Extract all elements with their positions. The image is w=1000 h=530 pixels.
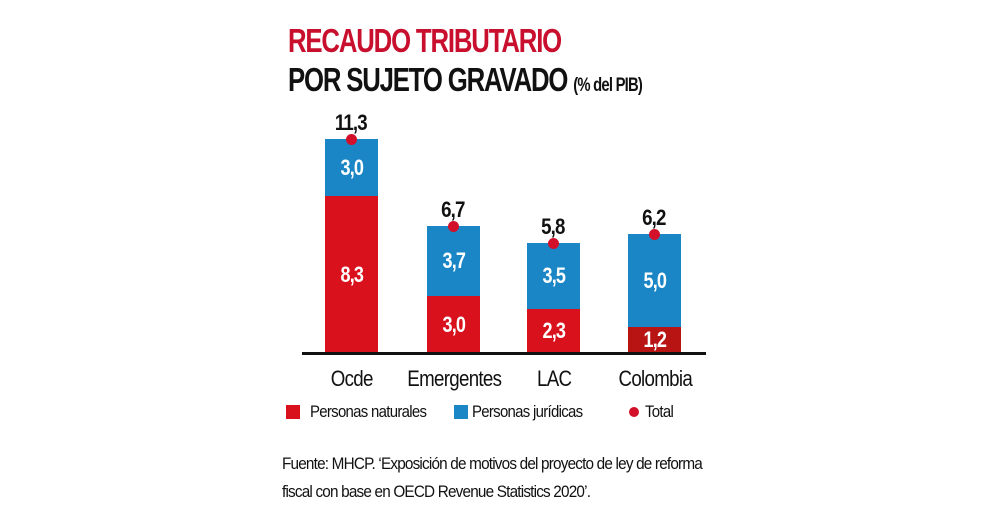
legend-item-juridicas: Personas jurídicas <box>454 402 597 422</box>
total-dot-icon <box>448 221 459 232</box>
segment-juridicas: 5,0 <box>628 234 681 327</box>
chart-subtitle: POR SUJETO GRAVADO (% del PIB) <box>288 61 643 99</box>
chart-title: RECAUDO TRIBUTARIO <box>288 22 562 59</box>
legend-label: Personas jurídicas <box>472 402 583 421</box>
source-line-1: Fuente: MHCP. ‘Exposición de motivos del… <box>282 454 703 473</box>
category-label: LAC <box>536 366 572 391</box>
segment-juridicas: 3,7 <box>427 226 480 296</box>
total-label-lac: 5,8 <box>541 214 565 239</box>
total-label-ocde: 11,3 <box>335 110 368 135</box>
total-dot-icon <box>548 238 559 249</box>
category-label: Ocde <box>331 366 374 391</box>
bar-ocde: 3,0 8,3 <box>325 139 378 353</box>
x-axis-line <box>302 352 706 355</box>
bar-colombia: 5,0 1,2 <box>628 234 681 353</box>
legend-label: Personas naturales <box>310 402 427 421</box>
total-label-colombia: 6,2 <box>642 205 666 230</box>
segment-naturales: 2,3 <box>527 309 580 353</box>
category-label: Colombia <box>618 366 692 391</box>
source-note: Fuente: MHCP. ‘Exposición de motivos del… <box>282 450 786 506</box>
segment-naturales: 3,0 <box>427 296 480 353</box>
legend-label: Total <box>645 402 674 421</box>
red-dot-icon <box>629 407 639 417</box>
total-label-emergentes: 6,7 <box>441 197 465 222</box>
category-label: Emergentes <box>406 366 502 391</box>
source-line-2: fiscal con base en OECD Revenue Statisti… <box>282 482 591 501</box>
segment-naturales: 1,2 <box>628 327 681 353</box>
legend-item-total: Total <box>629 402 677 422</box>
bar-lac: 3,5 2,3 <box>527 243 580 353</box>
segment-naturales: 8,3 <box>325 196 378 353</box>
segment-juridicas: 3,5 <box>527 243 580 309</box>
total-dot-icon <box>346 134 357 145</box>
blue-square-icon <box>454 405 468 419</box>
legend-item-naturales: Personas naturales <box>286 402 442 422</box>
total-dot-icon <box>649 229 660 240</box>
subtitle-text: POR SUJETO GRAVADO <box>288 61 568 98</box>
unit-label: (% del PIB) <box>573 75 643 96</box>
red-square-icon <box>286 405 300 419</box>
bar-emergentes: 3,7 3,0 <box>427 226 480 353</box>
segment-juridicas: 3,0 <box>325 139 378 196</box>
